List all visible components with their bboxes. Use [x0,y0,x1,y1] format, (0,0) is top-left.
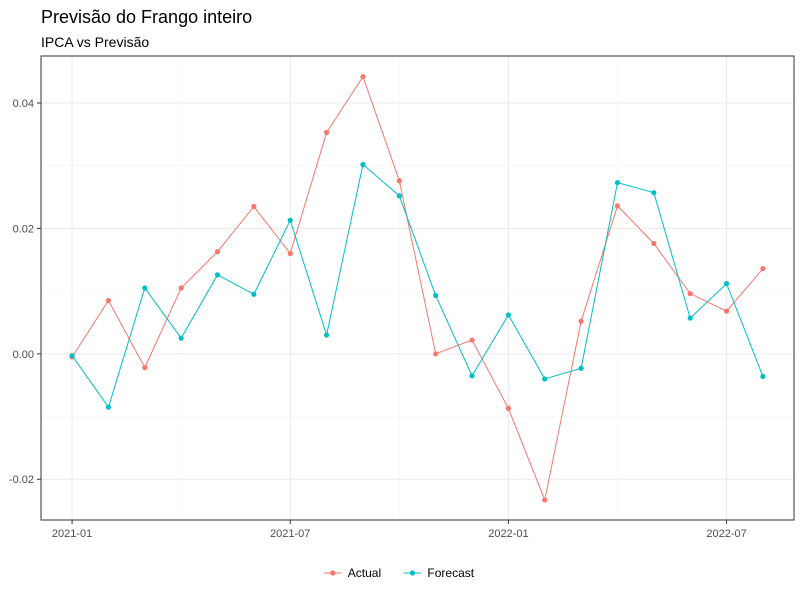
legend-label-actual: Actual [348,566,381,580]
data-point-actual [651,240,657,247]
data-point-actual [542,497,548,503]
legend-key-point-forecast [409,570,415,576]
legend-label-forecast: Forecast [427,566,474,580]
data-point-forecast [469,373,475,379]
series-line-actual [71,75,764,502]
data-point-forecast [651,190,657,196]
data-point-forecast [324,332,330,338]
legend: Actual Forecast [323,566,475,580]
data-point-forecast [542,376,548,382]
data-point-actual [178,285,184,291]
data-point-actual [433,351,439,357]
series-line-forecast [71,163,764,409]
data-point-forecast [396,193,402,199]
y-tick-label: 0.00 [13,349,34,361]
data-point-forecast [69,353,75,359]
data-point-forecast [578,365,584,371]
data-point-actual [614,203,621,209]
y-tick-label: -0.02 [9,474,34,486]
data-point-actual [324,129,330,136]
data-point-forecast [760,373,766,380]
data-point-forecast [723,281,730,287]
data-point-forecast [251,291,257,297]
data-point-forecast [178,335,184,341]
x-tick-label: 2022-01 [488,528,528,540]
data-point-actual [287,250,293,257]
data-point-actual [469,337,475,343]
data-point-forecast [687,315,693,321]
data-point-forecast [360,161,366,168]
chart-title: Previsão do Frango inteiro [41,7,252,27]
data-point-actual [105,297,112,304]
data-point-actual [214,249,221,255]
x-tick-label: 2021-01 [52,528,92,540]
data-point-actual [760,265,766,272]
data-point-forecast [614,180,621,186]
panel-border [40,55,795,521]
y-tick-label: 0.04 [13,98,34,110]
data-point-forecast [105,404,112,410]
data-point-actual [360,74,366,80]
x-tick-label: 2022-07 [706,528,746,540]
data-point-forecast [433,292,439,299]
legend-key-point-actual [330,570,336,576]
data-point-actual [505,405,511,411]
chart-subtitle: IPCA vs Previsão [41,34,149,50]
data-point-actual [396,178,402,184]
data-point-actual [687,291,693,297]
data-point-actual [578,318,584,324]
data-point-forecast [142,285,148,291]
y-tick-label: 0.02 [13,223,34,235]
data-point-actual [251,203,257,210]
data-point-actual [142,365,148,371]
data-point-actual [723,308,730,314]
data-point-forecast [287,217,293,223]
plot-area: -0.02 0.00 0.02 0.04 2021-01 2021-07 2022-01 20… [9,55,795,540]
data-point-forecast [214,272,221,278]
x-tick-label: 2021-07 [270,528,310,540]
data-point-forecast [505,312,511,318]
